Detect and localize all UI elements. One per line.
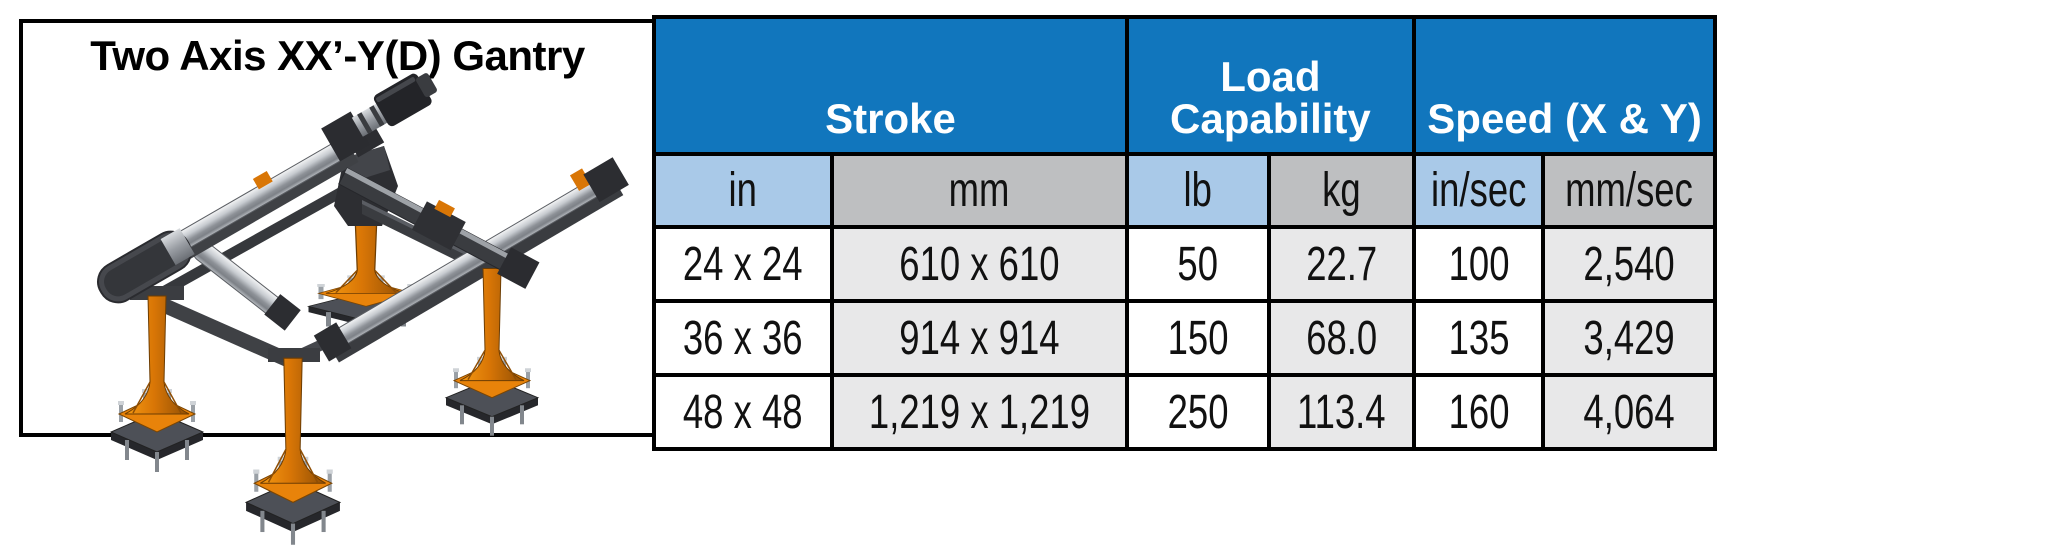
- header-load-capability: Load Capability: [1124, 15, 1416, 156]
- spec-row: 24 x 24 610 x 610 50 22.7 100 2,540: [652, 225, 1718, 303]
- spec-cell: 150: [1124, 299, 1271, 377]
- spec-cell: 610 x 610: [830, 225, 1129, 303]
- spec-row: 36 x 36 914 x 914 150 68.0 135 3,429: [652, 299, 1718, 377]
- unit-in-sec: in/sec: [1411, 152, 1546, 229]
- spec-cell: 914 x 914: [830, 299, 1129, 377]
- spec-cell: 48 x 48: [652, 373, 834, 451]
- header-speed: Speed (X & Y): [1411, 15, 1718, 156]
- spec-cell: 113.4: [1266, 373, 1416, 451]
- spec-cell: 4,064: [1541, 373, 1718, 451]
- header-stroke: Stroke: [652, 15, 1129, 156]
- spec-cell: 24 x 24: [652, 225, 834, 303]
- unit-mm-sec: mm/sec: [1541, 152, 1718, 229]
- spec-cell: 160: [1411, 373, 1546, 451]
- spec-cell: 3,429: [1541, 299, 1718, 377]
- spec-cell: 68.0: [1266, 299, 1416, 377]
- spec-table-body: 24 x 24 610 x 610 50 22.7 100 2,540 36 x 36 914…: [652, 225, 1718, 451]
- unit-mm: mm: [830, 152, 1129, 229]
- unit-in: in: [652, 152, 834, 229]
- spec-cell: 36 x 36: [652, 299, 834, 377]
- spec-cell: 250: [1124, 373, 1271, 451]
- spec-cell: 100: [1411, 225, 1546, 303]
- spec-cell: 135: [1411, 299, 1546, 377]
- spec-cell: 2,540: [1541, 225, 1718, 303]
- unit-header-row: in mm lb kg in/sec mm/sec: [652, 152, 1718, 229]
- unit-kg: kg: [1266, 152, 1416, 229]
- spec-cell: 1,219 x 1,219: [830, 373, 1129, 451]
- spec-cell: 22.7: [1266, 225, 1416, 303]
- page-title: Two Axis XX’-Y(D) Gantry: [90, 32, 585, 79]
- unit-lb: lb: [1124, 152, 1271, 229]
- spec-table: Stroke Load Capability Speed (X & Y) in …: [652, 15, 1718, 451]
- spec-row: 48 x 48 1,219 x 1,219 250 113.4 160 4,064: [652, 373, 1718, 451]
- spec-cell: 50: [1124, 225, 1271, 303]
- group-header-row: Stroke Load Capability Speed (X & Y): [652, 15, 1718, 156]
- product-panel: Two Axis XX’-Y(D) Gantry: [19, 19, 656, 437]
